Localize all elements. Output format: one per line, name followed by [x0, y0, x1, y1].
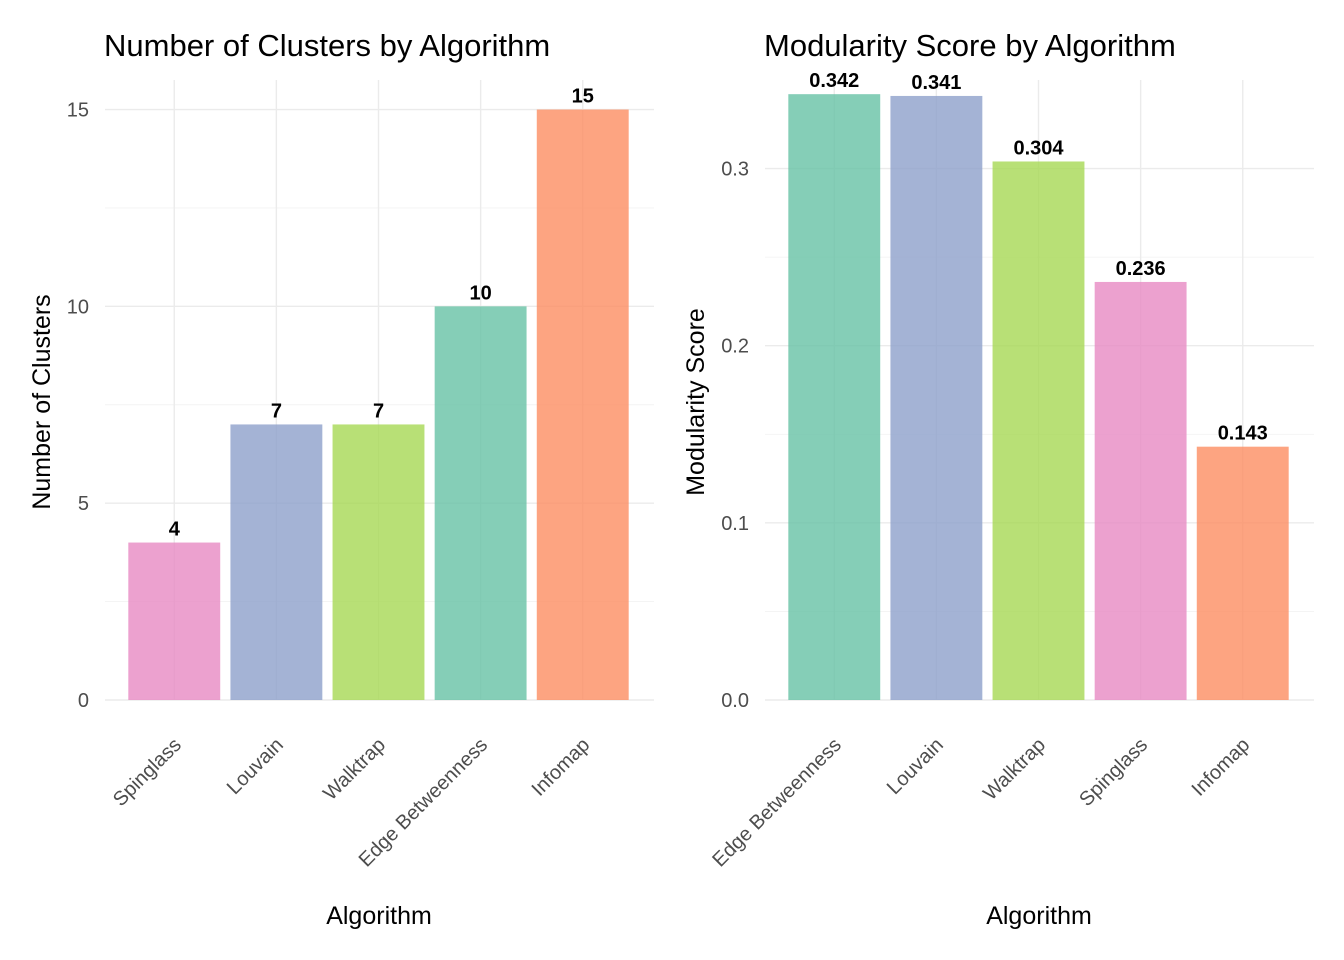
clusters-bars — [128, 109, 629, 701]
clusters-x-tick-label: Infomap — [528, 734, 595, 801]
modularity-x-ticks: Edge Betweenness Louvain Walktrap Spinglass… — [708, 734, 1254, 871]
modularity-data-label: 0.236 — [1116, 258, 1166, 280]
clusters-data-label: 7 — [271, 400, 282, 422]
clusters-x-tick-label: Louvain — [223, 734, 288, 799]
modularity-x-tick-label: Walktrap — [979, 734, 1050, 805]
clusters-y-tick-label: 15 — [67, 100, 89, 122]
modularity-data-label: 0.143 — [1218, 423, 1268, 445]
modularity-data-labels: 0.342 0.341 0.304 0.236 0.143 — [809, 70, 1268, 445]
modularity-x-tick-label: Louvain — [883, 734, 948, 799]
modularity-y-tick-label: 0.2 — [721, 336, 749, 358]
clusters-x-tick-label: Walktrap — [319, 734, 390, 805]
clusters-data-label: 10 — [469, 282, 491, 304]
modularity-bar — [1196, 446, 1289, 700]
clusters-bar — [230, 424, 323, 700]
clusters-chart-title: Number of Clusters by Algorithm — [104, 28, 550, 63]
clusters-bar — [128, 542, 221, 700]
modularity-x-tick-label: Edge Betweenness — [708, 734, 845, 871]
clusters-panel: Number of Clusters by Algorithm Number o… — [28, 28, 654, 930]
clusters-data-labels: 4 7 7 10 15 — [169, 86, 594, 541]
modularity-y-tick-label: 0.1 — [721, 513, 749, 535]
clusters-y-ticks: 0 5 10 15 — [67, 100, 89, 712]
clusters-y-axis-title: Number of Clusters — [28, 294, 56, 509]
clusters-y-tick-label: 0 — [78, 690, 89, 712]
clusters-x-tick-label: Spinglass — [109, 734, 186, 811]
modularity-bars — [788, 94, 1289, 700]
modularity-data-label: 0.342 — [809, 70, 859, 92]
modularity-x-axis-title: Algorithm — [986, 902, 1092, 930]
modularity-y-axis-title: Modularity Score — [682, 308, 710, 496]
modularity-x-tick-label: Infomap — [1188, 734, 1255, 801]
modularity-data-label: 0.304 — [1013, 137, 1064, 159]
clusters-bar — [434, 306, 527, 700]
modularity-bar — [890, 95, 983, 700]
clusters-x-axis-title: Algorithm — [326, 902, 432, 930]
modularity-data-label: 0.341 — [911, 72, 961, 94]
modularity-chart-title: Modularity Score by Algorithm — [764, 28, 1176, 63]
clusters-y-tick-label: 10 — [67, 296, 89, 318]
modularity-bar — [788, 94, 881, 700]
modularity-y-tick-label: 0.3 — [721, 159, 749, 181]
clusters-data-label: 4 — [169, 519, 181, 541]
clusters-y-tick-label: 5 — [78, 493, 89, 515]
modularity-y-ticks: 0.0 0.1 0.2 0.3 — [721, 159, 749, 712]
modularity-x-tick-label: Spinglass — [1075, 734, 1152, 811]
clusters-data-label: 15 — [572, 86, 594, 108]
modularity-bar — [1094, 281, 1187, 700]
clusters-bar — [332, 424, 425, 700]
clusters-data-label: 7 — [373, 400, 384, 422]
modularity-panel: Modularity Score by Algorithm Modularity… — [682, 28, 1314, 930]
clusters-bar — [536, 109, 629, 701]
modularity-y-tick-label: 0.0 — [721, 690, 749, 712]
modularity-bar — [992, 161, 1085, 700]
